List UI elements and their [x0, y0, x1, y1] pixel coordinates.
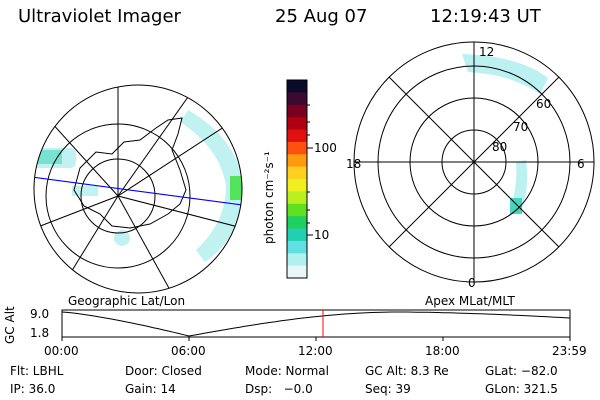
colorbar-band	[287, 141, 307, 155]
altitude-ylabel: GC Alt	[3, 306, 17, 344]
app-title: Ultraviolet Imager	[18, 6, 181, 27]
info-gc-alt: GC Alt: 8.3 Re	[365, 364, 449, 378]
mlt-label-12: 12	[479, 45, 495, 59]
colorbar-ticks	[307, 104, 313, 236]
colorbar-band	[287, 179, 307, 192]
mlat-label-80: 80	[492, 140, 508, 154]
altitude-ytick-low: 1.8	[30, 326, 50, 340]
info-seq: Seq: 39	[365, 382, 411, 396]
colorbar-frame	[286, 79, 308, 279]
info-glon: GLon: 321.5	[485, 382, 558, 396]
colorbar-band	[287, 166, 307, 180]
colorbar-band	[287, 203, 307, 217]
xtick-2359: 23:59	[552, 344, 587, 358]
info-dsp: Dsp: −0.0	[245, 382, 313, 396]
colorbar-band	[287, 129, 307, 143]
colorbar-band	[287, 80, 307, 93]
colorbar-band	[287, 117, 307, 130]
x-axis-ticks	[61, 337, 571, 341]
info-mode: Mode: Normal	[245, 364, 329, 378]
colorbar-band	[287, 104, 307, 118]
xtick-0000: 00:00	[44, 344, 79, 358]
xtick-1800: 18:00	[425, 344, 460, 358]
right-map-border	[353, 41, 595, 283]
left-map-caption: Geographic Lat/Lon	[68, 294, 186, 308]
colorbar-band	[287, 92, 307, 106]
colorbar-band	[287, 216, 307, 229]
colorbar-tick-100: 100	[314, 141, 337, 155]
info-glat: GLat: −82.0	[485, 364, 558, 378]
right-aurora-bright	[510, 198, 522, 214]
meridian-lines	[34, 85, 242, 291]
altitude-curve	[61, 311, 571, 337]
info-door: Door: Closed	[125, 364, 202, 378]
left-aurora-bright	[230, 176, 242, 200]
colorbar-band	[287, 228, 307, 242]
mlt-label-0: 0	[468, 276, 476, 290]
left-map-border	[33, 84, 243, 294]
right-map-caption: Apex MLat/MLT	[425, 294, 515, 308]
altitude-plot	[61, 309, 571, 341]
colorbar-unit-label: photon cm⁻²s⁻¹	[262, 151, 276, 244]
mlt-lines	[354, 42, 594, 282]
colorbar-band	[287, 154, 307, 168]
mlat-label-60: 60	[536, 97, 552, 111]
geographic-map	[33, 84, 243, 294]
info-ip: IP: 36.0	[10, 382, 56, 396]
magnetic-map	[353, 41, 595, 283]
mlat-label-70: 70	[513, 120, 529, 134]
blue-track-line	[34, 175, 242, 207]
right-aurora-oval	[462, 54, 548, 214]
antarctica-coastline	[73, 117, 187, 229]
mlt-label-18: 18	[346, 157, 362, 171]
info-flt: Flt: LBHL	[10, 364, 64, 378]
colorbar	[287, 80, 307, 279]
info-gain: Gain: 14	[125, 382, 176, 396]
xtick-0600: 06:00	[171, 344, 206, 358]
colorbar-band	[287, 191, 307, 205]
date-label: 25 Aug 07	[275, 6, 368, 27]
colorbar-band	[287, 240, 307, 254]
altitude-ytick-high: 9.0	[30, 307, 50, 321]
mlt-label-6: 6	[577, 157, 585, 171]
colorbar-band	[287, 253, 307, 267]
south-america-outline	[169, 85, 189, 91]
time-label: 12:19:43 UT	[430, 6, 541, 27]
colorbar-tick-10: 10	[314, 228, 330, 242]
xtick-1200: 12:00	[298, 344, 333, 358]
colorbar-band	[287, 265, 307, 279]
